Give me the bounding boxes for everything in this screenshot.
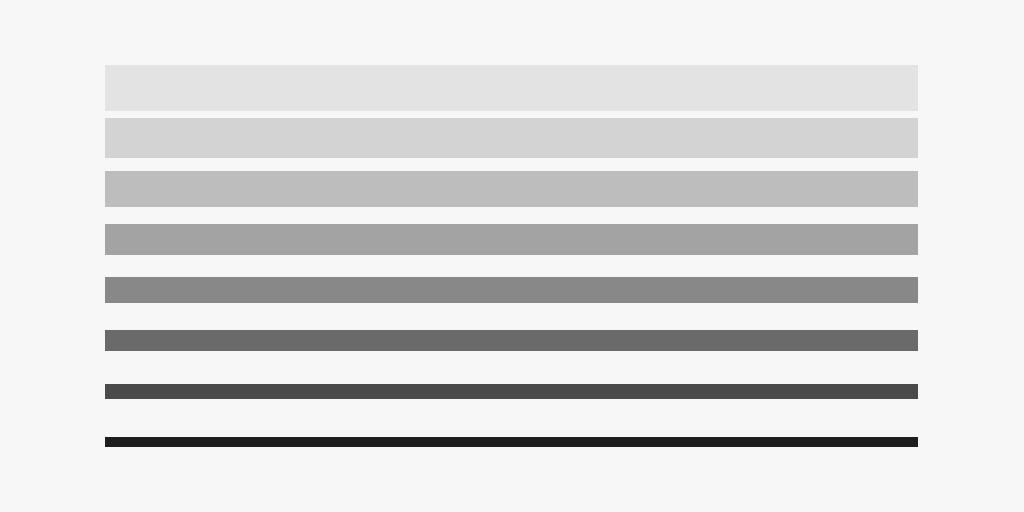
bar xyxy=(105,224,918,255)
bar xyxy=(105,65,918,111)
bar xyxy=(105,171,918,207)
bar xyxy=(105,384,918,399)
bar xyxy=(105,118,918,158)
bar xyxy=(105,330,918,351)
bar xyxy=(105,437,918,447)
bar xyxy=(105,277,918,303)
